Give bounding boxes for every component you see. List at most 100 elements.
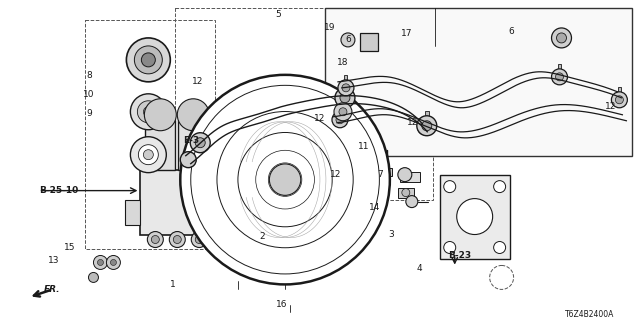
Circle shape (269, 164, 301, 195)
Bar (175, 8, 433, 200)
Circle shape (398, 168, 412, 182)
Text: 14: 14 (369, 203, 380, 212)
Circle shape (556, 73, 563, 81)
Circle shape (143, 107, 154, 117)
Text: 10: 10 (83, 90, 95, 99)
Circle shape (151, 236, 159, 244)
Circle shape (190, 133, 210, 153)
Circle shape (180, 75, 390, 284)
Text: E-3: E-3 (182, 136, 199, 145)
Circle shape (180, 152, 196, 168)
Circle shape (493, 242, 506, 253)
Circle shape (141, 53, 156, 67)
Circle shape (138, 101, 159, 123)
Text: 12: 12 (605, 102, 616, 111)
Text: 12: 12 (407, 118, 419, 127)
Circle shape (332, 112, 348, 128)
Text: 17: 17 (401, 29, 412, 38)
Circle shape (557, 33, 566, 43)
Text: 9: 9 (86, 109, 92, 118)
Bar (145, 120, 175, 170)
Circle shape (422, 121, 432, 131)
Bar (425, 111, 429, 116)
Circle shape (552, 28, 572, 48)
Text: B-23: B-23 (448, 251, 471, 260)
Bar (558, 64, 561, 69)
Bar (360, 33, 378, 51)
Circle shape (134, 46, 163, 74)
Bar (86, 20, 215, 250)
Circle shape (191, 232, 207, 247)
Circle shape (338, 80, 354, 96)
Circle shape (417, 116, 436, 136)
Bar (198, 128, 202, 133)
Bar (325, 8, 632, 156)
Circle shape (341, 33, 355, 47)
Text: 12: 12 (192, 77, 203, 86)
Circle shape (406, 196, 418, 208)
Circle shape (138, 145, 158, 165)
Text: 16: 16 (276, 300, 287, 309)
Text: 18: 18 (337, 58, 348, 67)
Bar (400, 172, 420, 182)
Text: 15: 15 (64, 243, 76, 252)
Circle shape (88, 272, 99, 283)
Circle shape (611, 92, 627, 108)
Circle shape (335, 88, 355, 108)
Circle shape (97, 260, 104, 266)
Text: 12: 12 (314, 114, 325, 123)
Circle shape (334, 103, 352, 121)
Circle shape (131, 94, 166, 130)
Circle shape (173, 236, 181, 244)
Text: 12: 12 (330, 170, 341, 179)
Bar (440, 175, 509, 260)
Circle shape (222, 184, 258, 220)
Circle shape (147, 232, 163, 247)
Text: 19: 19 (324, 23, 335, 32)
Bar (179, 120, 208, 170)
Bar (398, 188, 414, 197)
Bar (339, 107, 342, 112)
Circle shape (340, 93, 350, 103)
Text: 4: 4 (416, 264, 422, 273)
Circle shape (177, 99, 209, 131)
Bar (343, 83, 347, 88)
Bar (140, 170, 220, 235)
Text: 13: 13 (48, 256, 60, 265)
Circle shape (342, 84, 350, 92)
Text: 11: 11 (358, 142, 370, 151)
Circle shape (111, 260, 116, 266)
Circle shape (418, 121, 432, 135)
Text: 8: 8 (86, 70, 92, 80)
Circle shape (195, 236, 204, 244)
Circle shape (457, 199, 493, 235)
Circle shape (126, 38, 170, 82)
Circle shape (493, 180, 506, 193)
Text: FR.: FR. (44, 284, 61, 293)
Bar (344, 75, 348, 80)
Circle shape (616, 96, 623, 104)
Circle shape (336, 116, 344, 124)
Circle shape (131, 137, 166, 173)
Text: B-25-10: B-25-10 (39, 186, 78, 195)
Text: 5: 5 (276, 10, 282, 19)
Text: 1: 1 (170, 280, 176, 289)
Text: 2: 2 (260, 232, 266, 241)
Text: 3: 3 (388, 230, 394, 239)
Circle shape (444, 180, 456, 193)
Text: T6Z4B2400A: T6Z4B2400A (565, 310, 614, 319)
Circle shape (444, 242, 456, 253)
Circle shape (402, 188, 410, 196)
Circle shape (170, 232, 185, 247)
Circle shape (552, 69, 568, 85)
Bar (618, 87, 621, 92)
Circle shape (93, 255, 108, 269)
Bar (125, 200, 140, 225)
Circle shape (106, 255, 120, 269)
Text: 6: 6 (346, 36, 351, 44)
Text: 6: 6 (509, 28, 515, 36)
Circle shape (195, 138, 205, 148)
Circle shape (339, 108, 347, 116)
Text: 7: 7 (377, 170, 383, 179)
Bar (382, 168, 392, 176)
